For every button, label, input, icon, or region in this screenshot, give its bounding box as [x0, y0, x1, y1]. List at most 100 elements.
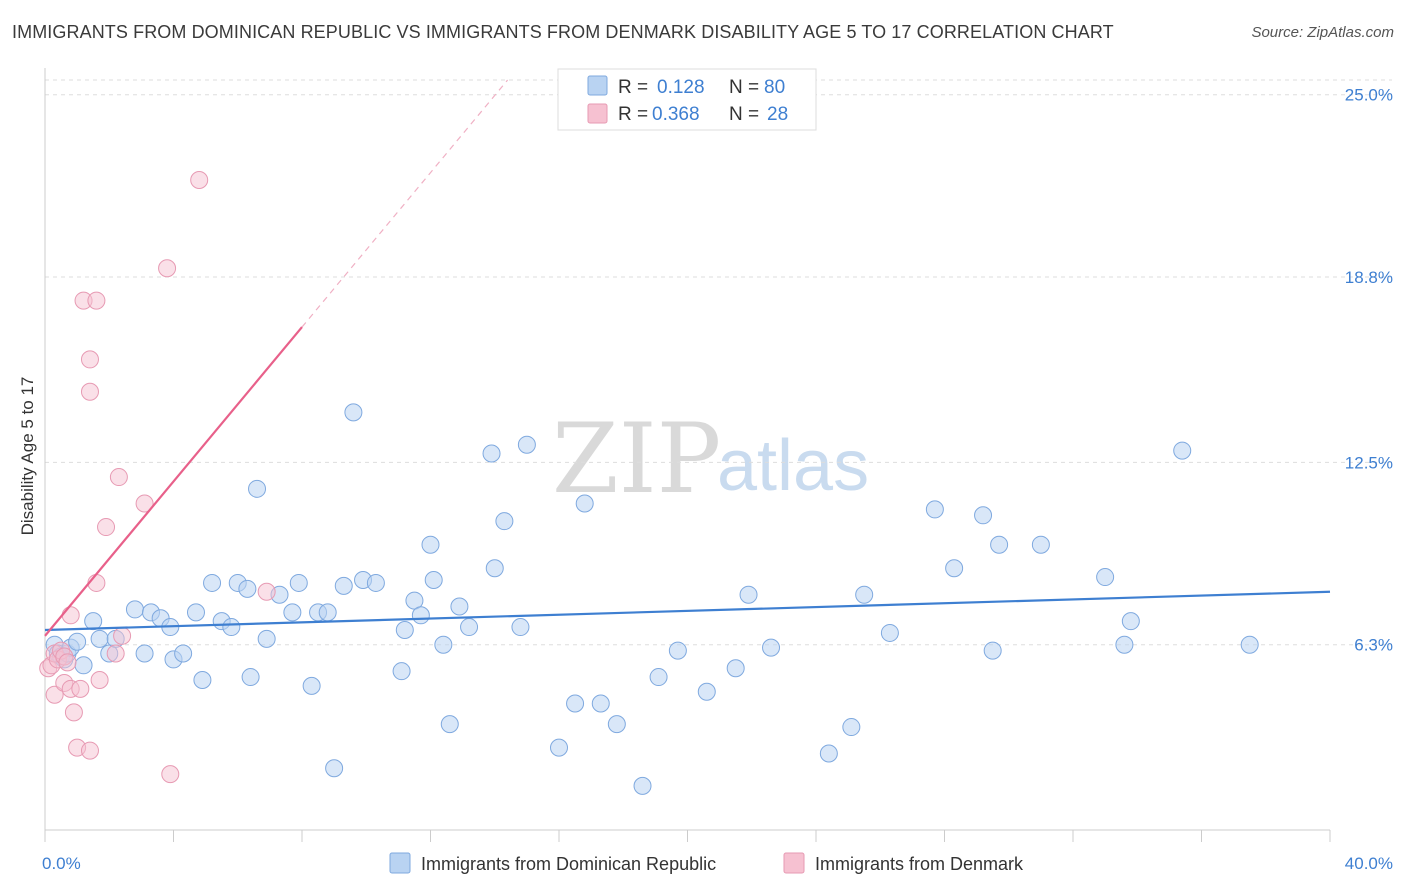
point-dominican-republic — [1173, 441, 1192, 460]
point-denmark — [113, 626, 132, 645]
point-denmark — [158, 259, 177, 278]
point-dominican-republic — [633, 776, 652, 795]
point-dominican-republic — [739, 585, 758, 604]
point-dominican-republic — [318, 603, 337, 622]
point-dominican-republic — [1096, 568, 1115, 587]
point-dominican-republic — [990, 535, 1009, 554]
point-denmark — [64, 703, 83, 722]
point-denmark — [80, 741, 99, 760]
y-tick-label: 18.8% — [1345, 268, 1393, 287]
trend-extension — [301, 79, 509, 328]
point-dominican-republic — [366, 573, 385, 592]
watermark-atlas: atlas — [717, 426, 869, 506]
point-denmark — [190, 171, 209, 189]
point-dominican-republic — [135, 644, 154, 663]
point-denmark — [161, 765, 180, 784]
point-denmark — [106, 644, 125, 663]
point-dominican-republic — [222, 618, 241, 637]
x-tick-label-min: 0.0% — [42, 854, 81, 873]
point-dominican-republic — [302, 676, 321, 695]
legend-r-label: R = — [618, 77, 648, 98]
bottom-legend-swatch-blue — [389, 852, 411, 874]
trend-line-dominican-republic — [44, 590, 1331, 632]
point-dominican-republic — [257, 629, 276, 648]
point-denmark — [80, 382, 99, 401]
point-dominican-republic — [880, 623, 899, 642]
point-dominican-republic — [193, 671, 212, 689]
legend-r-label: R = — [618, 104, 648, 125]
point-dominican-republic — [90, 629, 109, 648]
point-dominican-republic — [945, 559, 964, 578]
y-tick-label: 12.5% — [1345, 453, 1393, 472]
legend-n-label: N = — [729, 104, 759, 125]
point-dominican-republic — [842, 718, 861, 737]
point-dominican-republic — [762, 638, 781, 657]
y-tick-labels: 6.3% 12.5% 18.8% 25.0% — [1345, 86, 1393, 655]
legend-swatch-blue — [587, 75, 608, 96]
trend-extension-denmark — [301, 79, 509, 328]
point-dominican-republic — [726, 659, 745, 678]
bottom-legend-label-denmark: Immigrants from Denmark — [815, 854, 1024, 874]
legend-n-value: 80 — [764, 77, 785, 98]
legend-n-label: N = — [729, 77, 759, 98]
point-dominican-republic — [566, 694, 585, 713]
point-denmark — [109, 468, 128, 487]
point-denmark — [257, 582, 276, 601]
point-dominican-republic — [248, 479, 267, 498]
axes — [44, 68, 1331, 842]
point-dominican-republic — [411, 606, 430, 625]
y-axis-label: Disability Age 5 to 17 — [18, 377, 37, 536]
source-label: Source: ZipAtlas.com — [1251, 24, 1394, 41]
point-dominican-republic — [395, 621, 414, 639]
y-tick-label: 25.0% — [1345, 86, 1393, 105]
point-dominican-republic — [125, 600, 144, 619]
point-dominican-republic — [495, 512, 514, 531]
point-denmark — [61, 606, 80, 625]
x-tick-label-max: 40.0% — [1345, 854, 1393, 873]
point-dominican-republic — [819, 744, 838, 763]
point-dominican-republic — [517, 435, 536, 454]
point-dominican-republic — [482, 444, 501, 463]
point-dominican-republic — [974, 506, 993, 525]
point-dominican-republic — [649, 668, 668, 687]
legend-r-value: 0.128 — [657, 77, 705, 98]
point-dominican-republic — [434, 635, 453, 654]
chart-title: IMMIGRANTS FROM DOMINICAN REPUBLIC VS IM… — [12, 22, 1114, 42]
point-dominican-republic — [289, 573, 308, 592]
point-dominican-republic — [325, 759, 344, 778]
point-dominican-republic — [440, 715, 459, 734]
bottom-legend: Immigrants from Dominican Republic Immig… — [389, 852, 1024, 874]
point-dominican-republic — [591, 694, 610, 713]
point-dominican-republic — [450, 597, 469, 616]
point-denmark — [90, 671, 109, 689]
legend-n-value: 28 — [767, 104, 788, 125]
point-denmark — [58, 653, 77, 672]
point-dominican-republic — [392, 662, 411, 681]
point-dominican-republic — [186, 603, 205, 622]
point-denmark — [135, 494, 154, 513]
trend-line-denmark — [44, 326, 303, 637]
point-dominican-republic — [241, 668, 260, 687]
point-denmark — [97, 518, 116, 537]
point-dominican-republic — [511, 618, 530, 637]
point-dominican-republic — [983, 641, 1002, 660]
point-dominican-republic — [344, 403, 363, 422]
point-dominican-republic — [697, 682, 716, 701]
y-tick-label: 6.3% — [1354, 636, 1393, 655]
point-denmark — [45, 685, 64, 704]
point-dominican-republic — [334, 576, 353, 595]
point-dominican-republic — [607, 715, 626, 734]
point-dominican-republic — [421, 535, 440, 554]
point-dominican-republic — [74, 656, 93, 675]
point-dominican-republic — [485, 559, 504, 578]
data-points — [39, 171, 1259, 795]
point-dominican-republic — [460, 618, 479, 637]
point-denmark — [80, 350, 99, 369]
point-dominican-republic — [1115, 635, 1134, 654]
point-dominican-republic — [575, 494, 594, 513]
bottom-legend-swatch-pink — [783, 852, 805, 874]
point-dominican-republic — [238, 579, 257, 598]
point-dominican-republic — [174, 644, 193, 663]
point-dominican-republic — [283, 603, 302, 622]
